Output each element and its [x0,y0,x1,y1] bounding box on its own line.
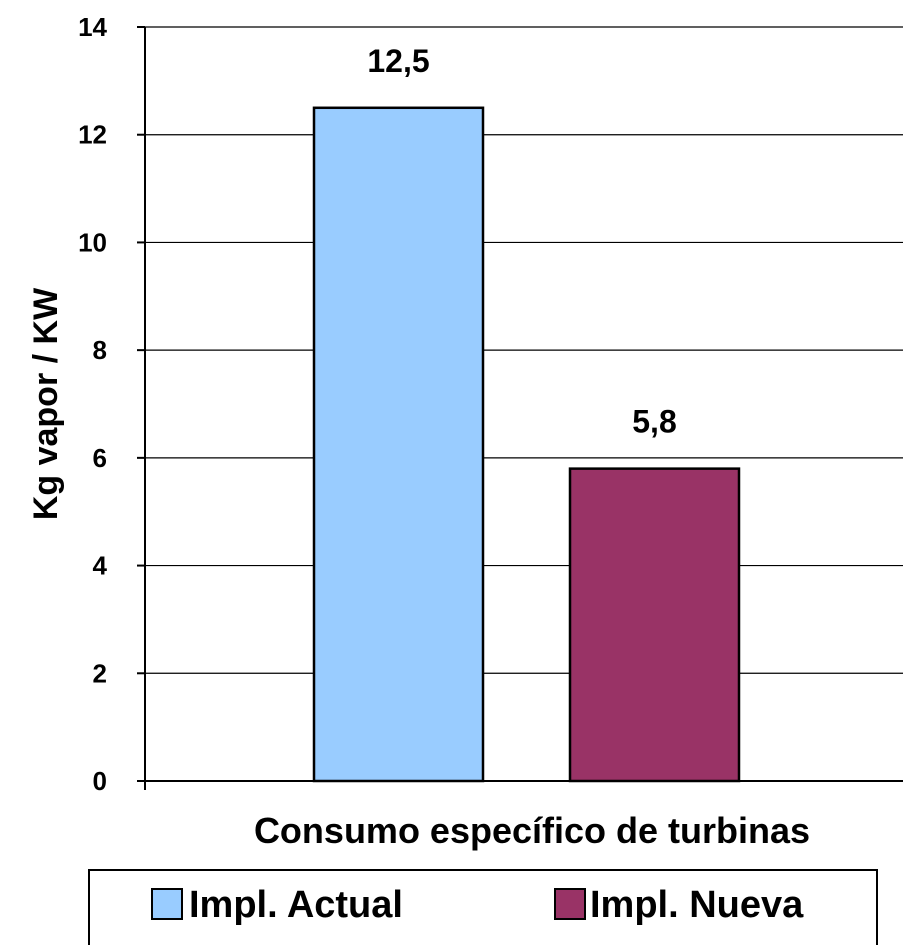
legend-label-impl-nueva: Impl. Nueva [590,884,804,926]
y-axis-title: Kg vapor / KW [27,287,65,520]
y-tick-label: 2 [93,658,107,688]
legend-label-impl-actual: Impl. Actual [189,884,403,926]
legend: Impl. Actual Impl. Nueva [88,869,878,945]
y-tick-label: 4 [93,551,108,581]
y-tick-label: 12 [78,120,107,150]
gridlines [145,26,903,674]
axes [144,27,903,790]
y-tick-label: 6 [93,443,107,473]
y-tick-label: 10 [78,227,107,257]
bar-impl-actual [312,106,485,783]
y-tick-label: 8 [93,335,107,365]
y-tick-label: 0 [93,766,107,796]
y-tick-label: 14 [78,12,107,42]
x-axis-title: Consumo específico de turbinas [254,810,810,851]
legend-swatch-impl-actual [151,888,183,920]
data-label-impl-actual: 12,5 [367,43,429,79]
data-labels: 12,5 5,8 [367,43,676,440]
data-label-impl-nueva: 5,8 [632,404,676,440]
legend-swatch-impl-nueva [554,888,586,920]
y-tick-labels: 0 2 4 6 8 10 12 14 [78,12,145,796]
bar-impl-nueva [568,467,741,783]
legend-box [88,869,878,945]
bars [312,106,741,783]
